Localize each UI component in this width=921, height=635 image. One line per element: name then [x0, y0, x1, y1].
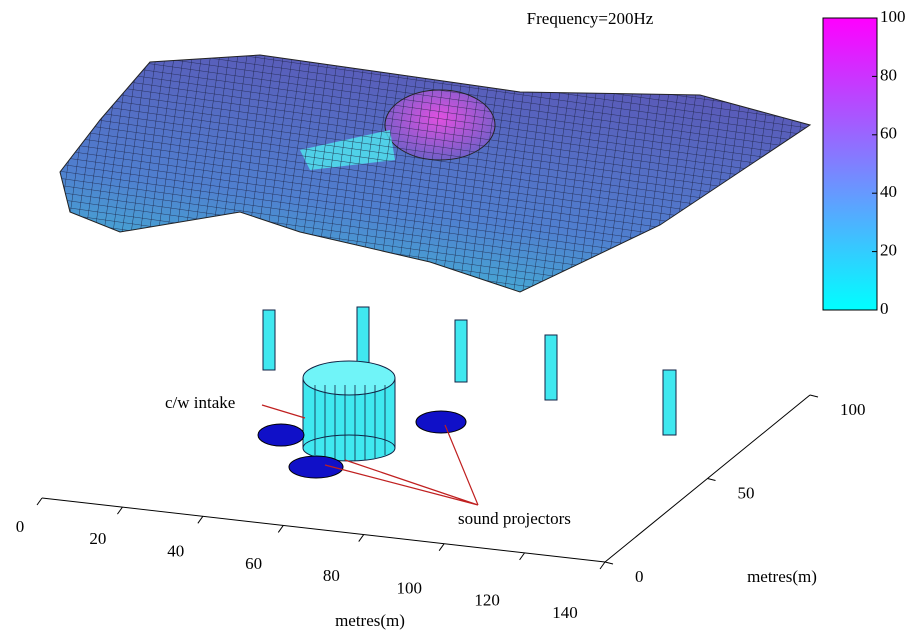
- x-tick-label: 60: [245, 554, 262, 573]
- x-tick-label: 0: [16, 517, 25, 536]
- surface: [59, 54, 812, 293]
- x-tick-label: 20: [89, 529, 106, 548]
- colorbar-tick-label: 0: [880, 299, 889, 318]
- y-tick-label: 0: [635, 567, 644, 586]
- x-tick: [599, 561, 606, 570]
- colorbar-tick-label: 80: [880, 65, 897, 84]
- x-tick-label: 140: [552, 603, 578, 622]
- colorbar: [822, 17, 878, 311]
- y-tick: [809, 394, 819, 398]
- structures: [262, 306, 677, 462]
- y-axis-label: metres(m): [747, 567, 817, 586]
- colorbar-tick-label: 100: [880, 7, 906, 26]
- y-tick: [604, 561, 614, 565]
- projectors: [257, 410, 467, 479]
- y-tick-label: 50: [738, 483, 755, 502]
- x-tick: [117, 506, 123, 515]
- colorbar-tick-label: 20: [880, 241, 897, 260]
- x-tick-label: 120: [474, 591, 500, 610]
- annotation: sound projectors: [458, 509, 571, 528]
- x-tick: [277, 525, 284, 533]
- x-tick: [438, 543, 445, 552]
- chart-title: Frequency=200Hz: [527, 9, 654, 28]
- x-tick: [519, 552, 525, 561]
- leader-lines: [261, 404, 479, 506]
- x-axis-label: metres(m): [335, 611, 405, 630]
- x-tick-label: 40: [167, 541, 184, 560]
- x-axis-line: [41, 497, 606, 563]
- annotation: c/w intake: [165, 393, 235, 412]
- x-tick-label: 100: [397, 578, 423, 597]
- x-tick: [197, 515, 204, 524]
- y-tick-label: 100: [840, 400, 866, 419]
- colorbar-tick-label: 40: [880, 182, 897, 201]
- y-tick: [707, 478, 716, 481]
- colorbar-tick-label: 60: [880, 124, 897, 143]
- x-tick: [36, 497, 43, 506]
- x-tick: [358, 534, 365, 542]
- x-tick-label: 80: [323, 566, 340, 585]
